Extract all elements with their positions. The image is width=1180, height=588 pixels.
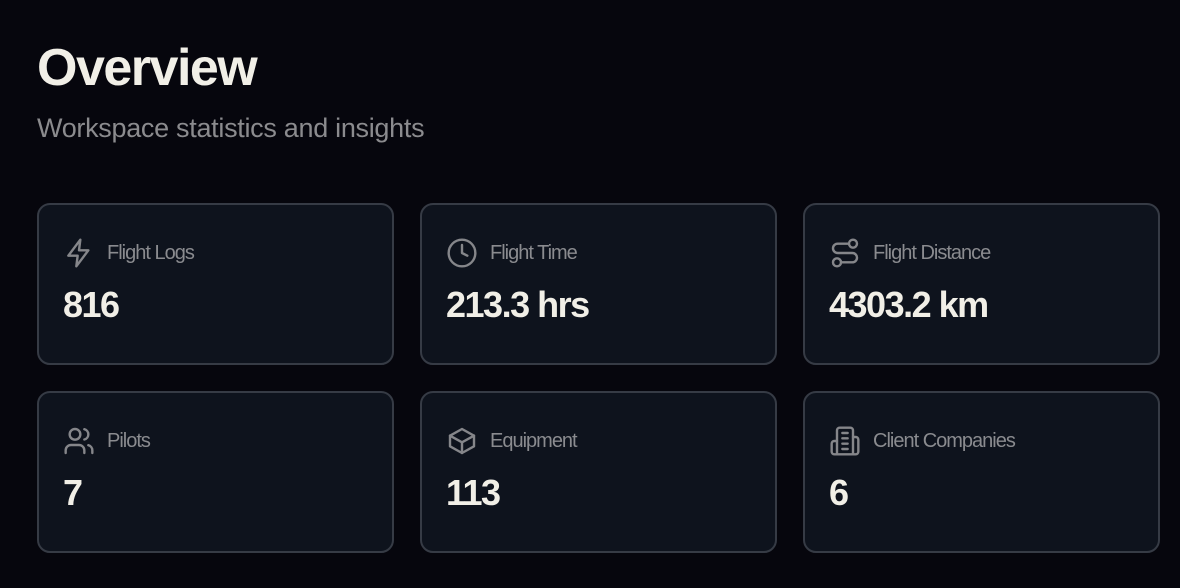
stat-value: 6: [829, 472, 849, 513]
building-icon: [830, 426, 860, 456]
stat-label: Client Companies: [873, 429, 1016, 452]
stat-value: 816: [63, 284, 120, 325]
stat-label: Pilots: [107, 429, 151, 452]
lightning-icon: [67, 238, 90, 268]
users-icon: [64, 427, 94, 455]
stat-label: Flight Time: [490, 241, 578, 264]
stat-value: 113: [446, 472, 501, 513]
stat-value: 7: [63, 472, 83, 513]
stat-card-equipment: Equipment 113: [420, 391, 777, 553]
page-subtitle: Workspace statistics and insights: [37, 113, 425, 143]
stat-card-client-companies: Client Companies 6: [803, 391, 1160, 553]
stat-card-pilots: Pilots 7: [37, 391, 394, 553]
route-icon: [831, 238, 859, 268]
stat-label: Flight Logs: [107, 241, 195, 264]
clock-icon: [447, 238, 477, 268]
stat-value: 4303.2 km: [829, 284, 989, 325]
page-title: Overview: [37, 39, 258, 97]
stat-card-flight-distance: Flight Distance 4303.2 km: [803, 203, 1160, 365]
stat-label: Equipment: [490, 429, 578, 452]
stat-card-flight-logs: Flight Logs 816: [37, 203, 394, 365]
box-icon: [448, 427, 476, 455]
stat-label: Flight Distance: [873, 241, 991, 264]
stats-grid: Flight Logs 816 Flight Time 213.3 hrs Fl…: [37, 203, 1160, 553]
stat-card-flight-time: Flight Time 213.3 hrs: [420, 203, 777, 365]
stat-value: 213.3 hrs: [446, 284, 590, 325]
